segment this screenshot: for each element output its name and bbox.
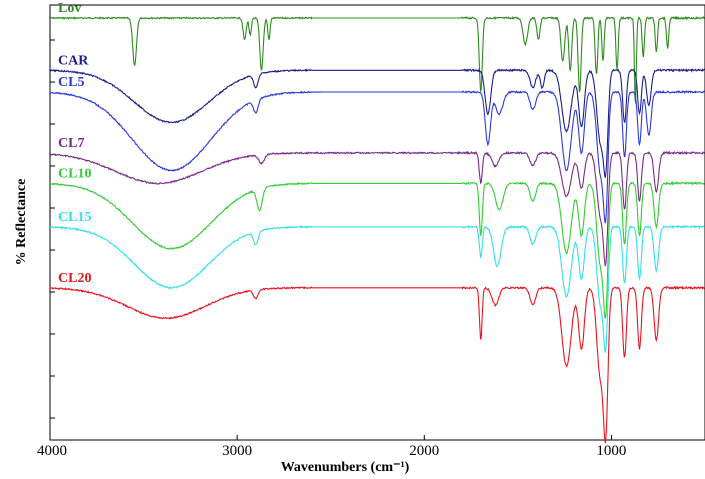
y-axis-ticks bbox=[50, 39, 55, 419]
x-tick-label: 4000 bbox=[37, 443, 67, 459]
series-line-cl20 bbox=[49, 285, 705, 444]
series-line-cl10 bbox=[49, 180, 705, 319]
series-label-lov: Lov bbox=[58, 1, 81, 16]
series-label-cl5: CL5 bbox=[58, 75, 84, 90]
x-axis-title: Wavenumbers (cm⁻¹) bbox=[281, 460, 410, 475]
series-line-cl7 bbox=[49, 150, 705, 267]
series-lines bbox=[49, 15, 705, 444]
series-line-cl15 bbox=[49, 224, 705, 353]
series-line-car bbox=[49, 68, 705, 178]
series-label-cl10: CL10 bbox=[58, 166, 91, 181]
plot-frame bbox=[49, 4, 705, 441]
x-tick-label: 3000 bbox=[222, 443, 252, 459]
series-label-car: CAR bbox=[58, 53, 89, 68]
x-tick-label: 1000 bbox=[596, 443, 626, 459]
series-label-cl20: CL20 bbox=[58, 271, 91, 286]
y-axis-title: % Reflectance bbox=[14, 179, 29, 266]
series-label-cl7: CL7 bbox=[58, 136, 84, 151]
series-line-lov bbox=[49, 15, 705, 104]
series-labels: Lov CAR CL5 CL7 CL10 CL15 CL20 bbox=[58, 1, 91, 286]
x-axis-ticks: 4000 3000 2000 1000 bbox=[37, 435, 626, 459]
series-label-cl15: CL15 bbox=[58, 210, 91, 225]
series-line-cl5 bbox=[49, 89, 705, 224]
x-tick-label: 2000 bbox=[409, 443, 439, 459]
